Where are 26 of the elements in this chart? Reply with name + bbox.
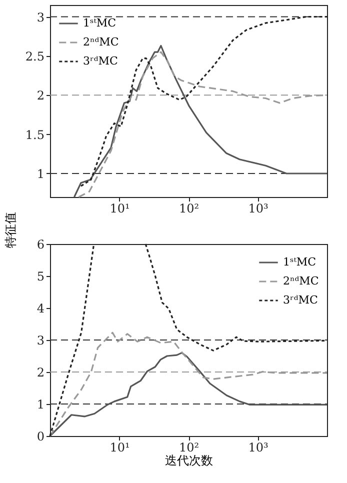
y-tick-label: 1 — [36, 166, 44, 181]
y-tick-label: 0 — [36, 430, 44, 444]
legend-label: 3ʳᵈMC — [83, 54, 118, 68]
y-tick-label: 5 — [36, 270, 44, 284]
legend-label: 1ˢᵗMC — [283, 256, 316, 268]
x-axis-title: 迭代次数 — [165, 454, 213, 468]
y-tick-label: 2 — [36, 366, 44, 380]
y-axis-title: 特征值 — [2, 212, 18, 248]
legend-label: 2ⁿᵈMC — [83, 36, 119, 48]
x-tick-label: 10² — [178, 202, 200, 216]
legend-label: 1ˢᵗMC — [83, 16, 116, 30]
y-tick-label: 3 — [36, 334, 44, 348]
x-tick-label: 10¹ — [110, 440, 130, 454]
y-tick-label: 4 — [36, 302, 45, 316]
y-tick-label: 1 — [36, 398, 44, 412]
y-tick-label: 6 — [36, 238, 44, 252]
legend-label: 3ʳᵈMC — [283, 294, 318, 306]
y-tick-label: 3 — [36, 10, 44, 24]
x-tick-label: 10¹ — [110, 202, 130, 216]
y-tick-label: 2 — [36, 88, 44, 103]
x-tick-label: 10³ — [248, 440, 268, 454]
x-tick-label: 10³ — [248, 202, 268, 216]
legend-label: 2ⁿᵈMC — [283, 274, 319, 288]
y-tick-label: 2.5 — [25, 49, 44, 64]
x-tick-label: 10² — [178, 440, 200, 454]
y-tick-label: 1.5 — [25, 128, 44, 142]
